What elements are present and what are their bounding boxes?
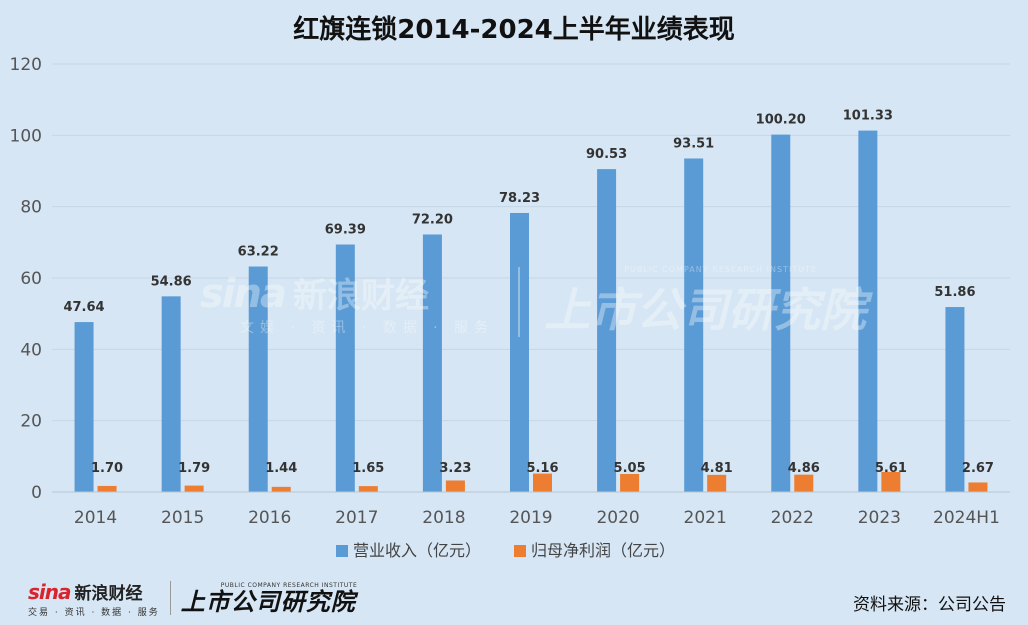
y-tick-label: 20	[20, 412, 42, 432]
x-tick-label: 2017	[335, 508, 378, 528]
legend-swatch	[514, 545, 526, 557]
x-tick-label: 2020	[596, 508, 639, 528]
x-tick-label: 2016	[248, 508, 291, 528]
value-labels: 47.64 1.70 54.86 1.79 63.22 1.44 69.39 1.65 72.2…	[63, 109, 994, 476]
profit-bar	[620, 473, 640, 492]
revenue-bar	[858, 130, 878, 492]
logo-divider	[169, 581, 171, 615]
bars	[74, 130, 988, 492]
profit-bar	[358, 486, 378, 492]
x-tick-label: 2019	[509, 508, 552, 528]
revenue-value-label: 47.64	[63, 300, 104, 315]
y-tick-label: 100	[10, 126, 42, 146]
revenue-value-label: 90.53	[586, 147, 627, 162]
x-tick-label: 2021	[684, 508, 727, 528]
revenue-bar	[771, 134, 791, 492]
profit-bar	[794, 474, 814, 492]
data-source: 资料来源：公司公告	[853, 595, 1006, 615]
institute-cn: 上市公司研究院	[180, 586, 356, 616]
profit-value-label: 1.70	[91, 461, 123, 476]
revenue-bar	[597, 169, 617, 492]
institute-en: PUBLIC COMPANY RESEARCH INSTITUTE	[220, 581, 358, 589]
profit-value-label: 5.61	[875, 461, 907, 476]
profit-value-label: 4.81	[701, 461, 733, 476]
x-tick-label: 2018	[422, 508, 465, 528]
y-axis-ticks: 0 20 40 60 80 100 120	[10, 55, 42, 503]
x-tick-label: 2015	[161, 508, 204, 528]
sina-subtitle: 交易 · 资讯 · 数据 · 服务	[28, 607, 160, 618]
y-tick-label: 80	[20, 198, 42, 218]
x-axis-ticks: 2014 2015 2016 2017 2018 2019 2020 2021 2022 2023…	[74, 508, 1000, 528]
profit-value-label: 1.79	[178, 461, 210, 476]
profit-bar	[968, 482, 988, 492]
profit-value-label: 3.23	[439, 461, 471, 476]
revenue-value-label: 51.86	[934, 285, 975, 300]
revenue-value-label: 101.33	[843, 109, 893, 124]
profit-value-label: 4.86	[788, 461, 820, 476]
profit-bar	[271, 486, 291, 492]
chart-title: 红旗连锁2014-2024上半年业绩表现	[293, 14, 735, 45]
x-tick-label: 2022	[771, 508, 814, 528]
legend-label: 营业收入（亿元）	[353, 541, 481, 560]
revenue-bar	[74, 322, 94, 492]
profit-bar	[707, 474, 727, 492]
y-tick-label: 0	[31, 483, 42, 503]
x-tick-label: 2014	[74, 508, 117, 528]
x-tick-label: 2024H1	[933, 508, 1000, 528]
revenue-bar	[684, 158, 704, 492]
profit-bar	[533, 473, 552, 492]
sina-mark: sina	[28, 579, 71, 604]
footer-logo: sina 新浪财经 交易 · 资讯 · 数据 · 服务 PUBLIC COMPA…	[28, 578, 357, 618]
profit-value-label: 1.44	[265, 461, 297, 476]
revenue-value-label: 69.39	[325, 223, 366, 238]
y-tick-label: 60	[20, 269, 42, 289]
revenue-bar	[161, 296, 181, 492]
revenue-bar	[422, 234, 442, 492]
gridlines	[52, 63, 1010, 422]
revenue-value-label: 100.20	[756, 113, 806, 128]
profit-bar	[184, 485, 204, 492]
y-tick-label: 40	[20, 340, 42, 360]
profit-bar	[97, 485, 117, 492]
sina-name: 新浪财经	[74, 583, 143, 604]
legend-swatch	[336, 545, 348, 557]
profit-value-label: 2.67	[962, 461, 994, 476]
revenue-value-label: 78.23	[499, 191, 540, 206]
profit-bar	[881, 471, 901, 492]
x-tick-label: 2023	[858, 508, 901, 528]
profit-bar	[445, 480, 465, 492]
revenue-bar	[510, 212, 529, 492]
revenue-value-label: 93.51	[673, 136, 714, 151]
y-tick-label: 120	[10, 55, 42, 75]
profit-value-label: 5.05	[614, 461, 646, 476]
sina-logo: sina 新浪财经 交易 · 资讯 · 数据 · 服务	[28, 579, 160, 618]
revenue-bar	[945, 307, 965, 492]
legend-label: 归母净利润（亿元）	[531, 541, 675, 560]
revenue-value-label: 72.20	[412, 212, 453, 227]
revenue-value-label: 63.22	[238, 245, 279, 260]
institute-logo: PUBLIC COMPANY RESEARCH INSTITUTE 上市公司研究…	[181, 582, 357, 615]
legend: 营业收入（亿元） 归母净利润（亿元）	[336, 541, 675, 560]
revenue-bar	[335, 244, 355, 492]
profit-value-label: 1.65	[352, 461, 384, 476]
revenue-bar	[248, 266, 268, 492]
profit-value-label: 5.16	[526, 461, 558, 476]
revenue-value-label: 54.86	[151, 274, 192, 289]
